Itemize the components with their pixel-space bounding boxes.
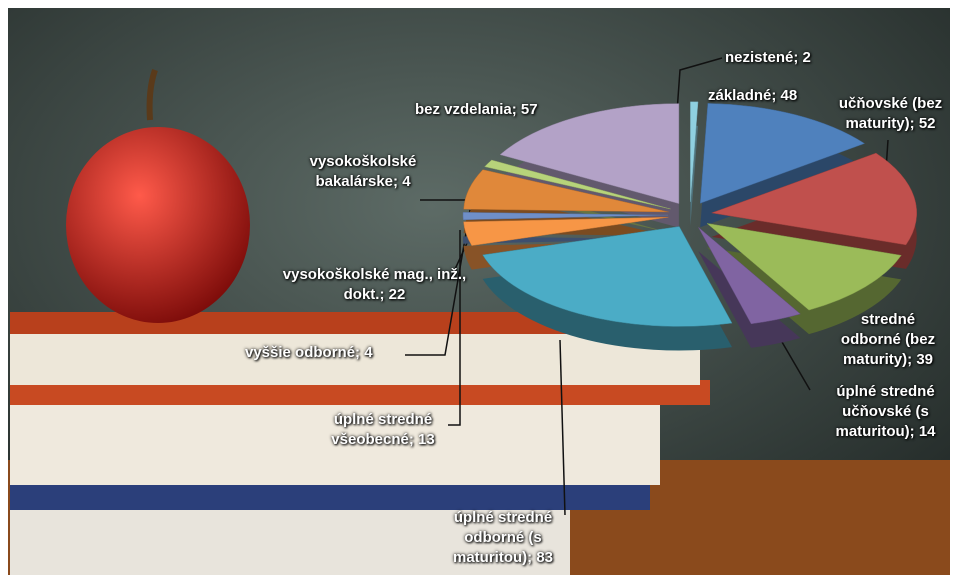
separator: ;	[379, 286, 388, 303]
separator: ;	[907, 351, 916, 368]
category-name: vysokoškolské mag., inž., dokt.	[283, 266, 466, 303]
separator: ;	[409, 431, 418, 448]
value-label: 83	[536, 549, 553, 566]
value-label: 4	[402, 173, 410, 190]
slice	[690, 102, 698, 202]
category-name: vyššie odborné	[245, 344, 355, 361]
value-label: 2	[803, 49, 811, 66]
data-label: úplné stredné všeobecné; 13	[308, 410, 458, 450]
data-label: učňovské (bez maturity); 52	[818, 94, 958, 134]
data-label: nezistené; 2	[725, 48, 855, 68]
separator: ;	[771, 87, 780, 104]
data-label: vysokoškolské mag., inž., dokt.; 22	[272, 265, 477, 305]
data-label: úplné stredné učňovské (s maturitou); 14	[808, 382, 958, 442]
value-label: 39	[916, 351, 933, 368]
category-name: základné	[708, 87, 771, 104]
value-label: 14	[919, 423, 936, 440]
value-label: 48	[781, 87, 798, 104]
data-label: úplné stredné odborné (s maturitou); 83	[428, 508, 578, 568]
data-label: stredné odborné (bez maturity); 39	[838, 310, 938, 370]
screen: nezistené; 2základné; 48učňovské (bez ma…	[0, 0, 958, 581]
category-name: nezistené	[725, 49, 793, 66]
category-name: bez vzdelania	[415, 101, 512, 118]
separator: ;	[393, 173, 402, 190]
separator: ;	[910, 115, 919, 132]
separator: ;	[527, 549, 536, 566]
data-label: bez vzdelania; 57	[415, 100, 615, 120]
value-label: 4	[364, 344, 372, 361]
separator: ;	[793, 49, 802, 66]
value-label: 13	[418, 431, 435, 448]
value-label: 22	[389, 286, 406, 303]
separator: ;	[910, 423, 919, 440]
separator: ;	[512, 101, 521, 118]
value-label: 57	[521, 101, 538, 118]
data-label: základné; 48	[708, 86, 818, 106]
separator: ;	[355, 344, 364, 361]
data-label: vysokoškolské bakalárske; 4	[288, 152, 438, 192]
data-label: vyššie odborné; 4	[245, 343, 425, 363]
value-label: 52	[919, 115, 936, 132]
